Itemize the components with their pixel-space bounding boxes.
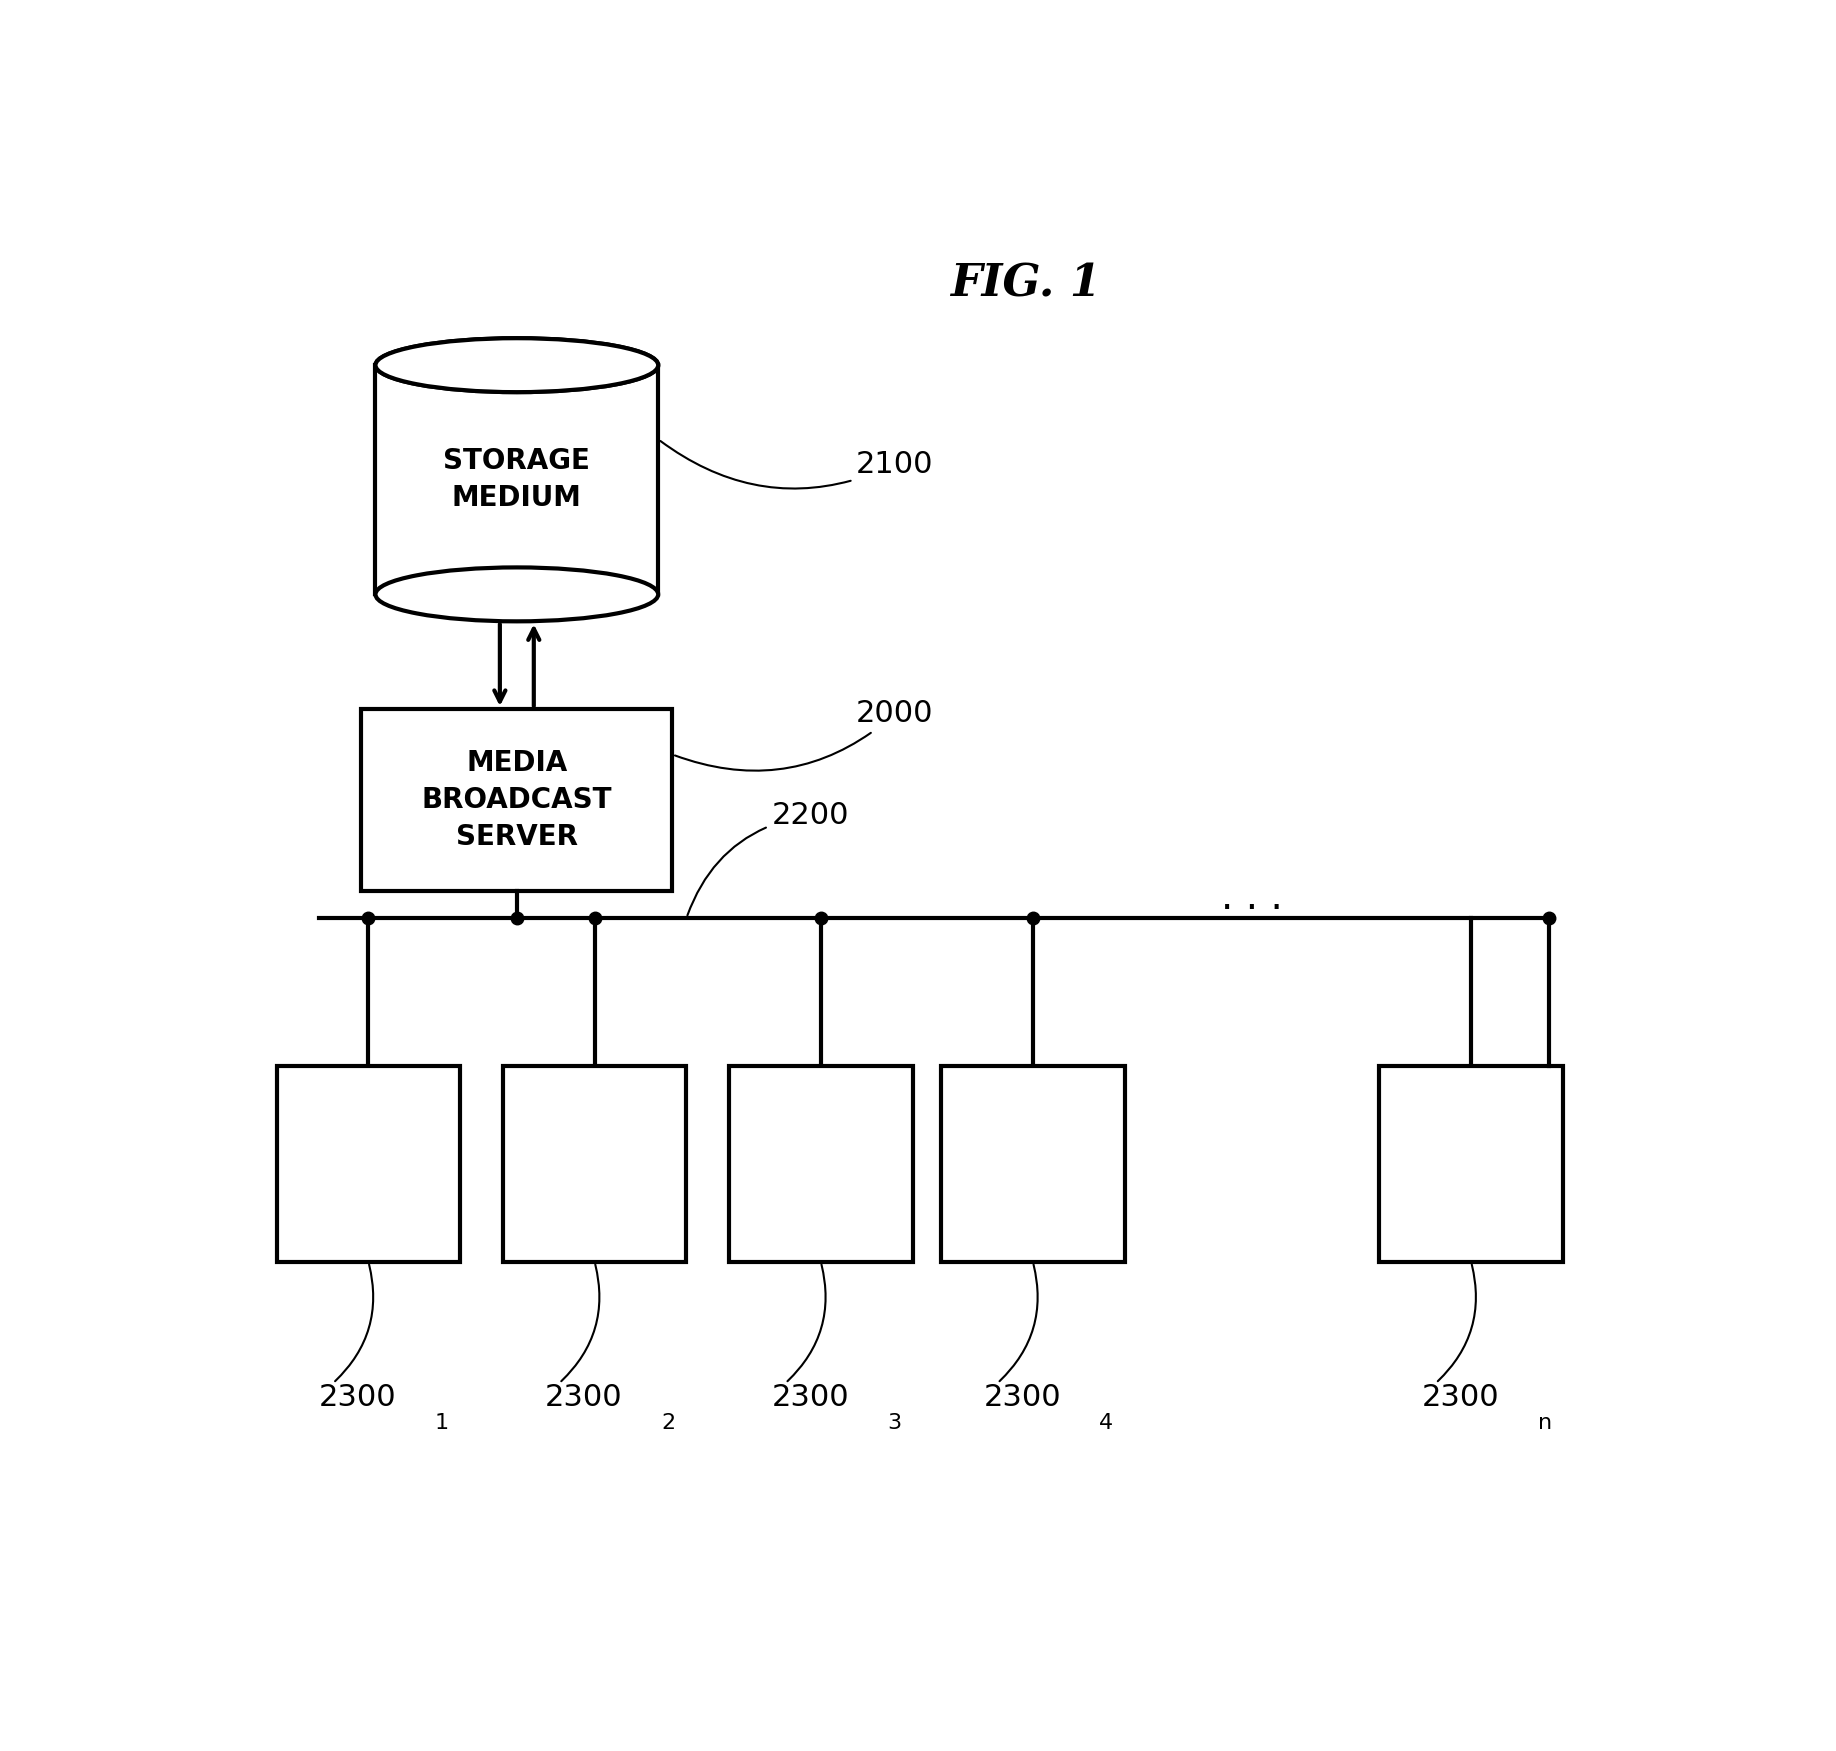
Ellipse shape (376, 338, 659, 392)
Bar (376, 366, 659, 594)
Text: 2000: 2000 (676, 699, 935, 770)
Bar (503, 1066, 687, 1262)
Text: 2300: 2300 (771, 1383, 848, 1411)
Bar (1379, 1066, 1562, 1262)
Ellipse shape (376, 567, 659, 622)
Text: . . .: . . . (1221, 879, 1283, 918)
Text: 2300: 2300 (984, 1383, 1061, 1411)
Text: 2: 2 (661, 1413, 676, 1432)
Text: 2300: 2300 (545, 1383, 622, 1411)
Bar (729, 1066, 912, 1262)
Text: 2200: 2200 (687, 800, 848, 916)
Text: 2300: 2300 (1421, 1383, 1500, 1411)
Text: 4: 4 (1100, 1413, 1113, 1432)
Bar (277, 1066, 461, 1262)
Bar (362, 709, 672, 891)
Text: 1: 1 (435, 1413, 450, 1432)
Bar (942, 1066, 1125, 1262)
Text: n: n (1537, 1413, 1551, 1432)
Text: MEDIA
BROADCAST
SERVER: MEDIA BROADCAST SERVER (422, 749, 611, 851)
Text: STORAGE
MEDIUM: STORAGE MEDIUM (444, 447, 589, 513)
Text: 3: 3 (887, 1413, 901, 1432)
Text: 2300: 2300 (319, 1383, 397, 1411)
Ellipse shape (376, 338, 659, 392)
Text: 2100: 2100 (661, 441, 935, 489)
Text: FIG. 1: FIG. 1 (951, 263, 1102, 306)
